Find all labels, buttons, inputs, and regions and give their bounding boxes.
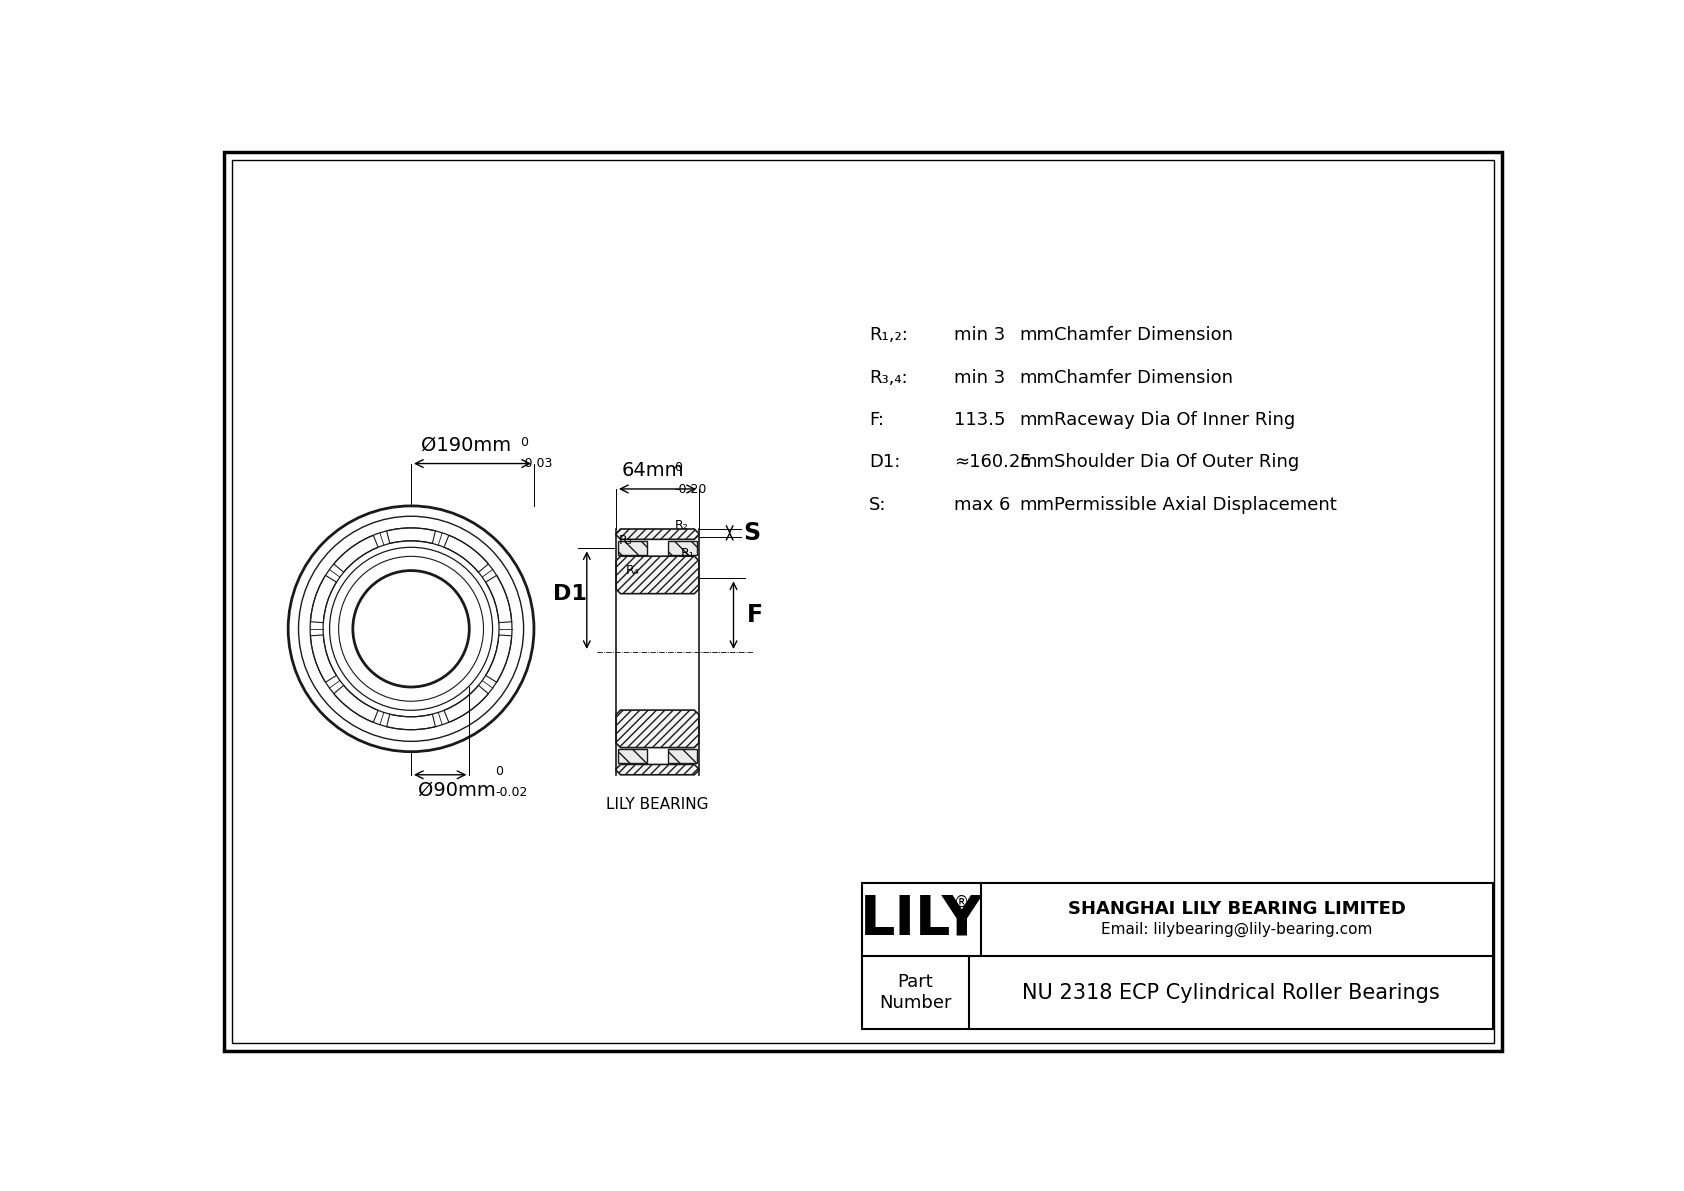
Text: R₂: R₂ [674,518,689,531]
Text: LILY BEARING: LILY BEARING [606,797,709,811]
Polygon shape [616,556,699,593]
Text: ≈160.25: ≈160.25 [953,454,1032,472]
Text: mm: mm [1019,411,1054,429]
Text: -0.03: -0.03 [520,457,552,470]
Text: mm: mm [1019,326,1054,344]
Bar [667,749,697,763]
Text: Raceway Dia Of Inner Ring: Raceway Dia Of Inner Ring [1054,411,1295,429]
Text: D1: D1 [552,584,586,604]
Text: 0: 0 [495,765,504,778]
Text: Ø90mm: Ø90mm [418,781,497,800]
Text: 0: 0 [674,461,682,474]
Bar [618,541,647,555]
Text: ®: ® [953,894,968,910]
Text: F: F [746,603,763,628]
Text: Chamfer Dimension: Chamfer Dimension [1054,369,1233,387]
Text: Ø190mm: Ø190mm [421,435,512,454]
Text: LILY: LILY [861,892,983,947]
Text: mm: mm [1019,495,1054,513]
Text: Permissible Axial Displacement: Permissible Axial Displacement [1054,495,1337,513]
Text: mm: mm [1019,369,1054,387]
Text: mm: mm [1019,454,1054,472]
Text: min 3: min 3 [953,326,1005,344]
Text: Shoulder Dia Of Outer Ring: Shoulder Dia Of Outer Ring [1054,454,1300,472]
Text: 0: 0 [520,436,529,449]
Text: D1:: D1: [869,454,901,472]
Polygon shape [616,765,699,775]
Bar [618,749,647,763]
Text: Part
Number: Part Number [879,973,951,1012]
Text: SHANGHAI LILY BEARING LIMITED: SHANGHAI LILY BEARING LIMITED [1068,900,1406,918]
Text: R₃,₄:: R₃,₄: [869,369,908,387]
Text: 113.5: 113.5 [953,411,1005,429]
Text: -0.20: -0.20 [674,482,707,495]
Polygon shape [616,710,699,748]
Text: S: S [744,520,761,544]
Text: 64mm: 64mm [621,461,684,480]
Text: NU 2318 ECP Cylindrical Roller Bearings: NU 2318 ECP Cylindrical Roller Bearings [1022,983,1440,1003]
Bar [862,883,1494,1029]
Text: Chamfer Dimension: Chamfer Dimension [1054,326,1233,344]
Text: R₁: R₁ [680,547,694,560]
Text: -0.02: -0.02 [495,786,529,798]
Text: F:: F: [869,411,884,429]
Text: R₃: R₃ [620,534,633,547]
Text: Email: lilybearing@lily-bearing.com: Email: lilybearing@lily-bearing.com [1101,922,1372,937]
Text: R₄: R₄ [625,563,638,576]
Text: min 3: min 3 [953,369,1005,387]
Bar [667,541,697,555]
Text: max 6: max 6 [953,495,1010,513]
Text: S:: S: [869,495,887,513]
Polygon shape [616,529,699,540]
Text: R₁,₂:: R₁,₂: [869,326,908,344]
